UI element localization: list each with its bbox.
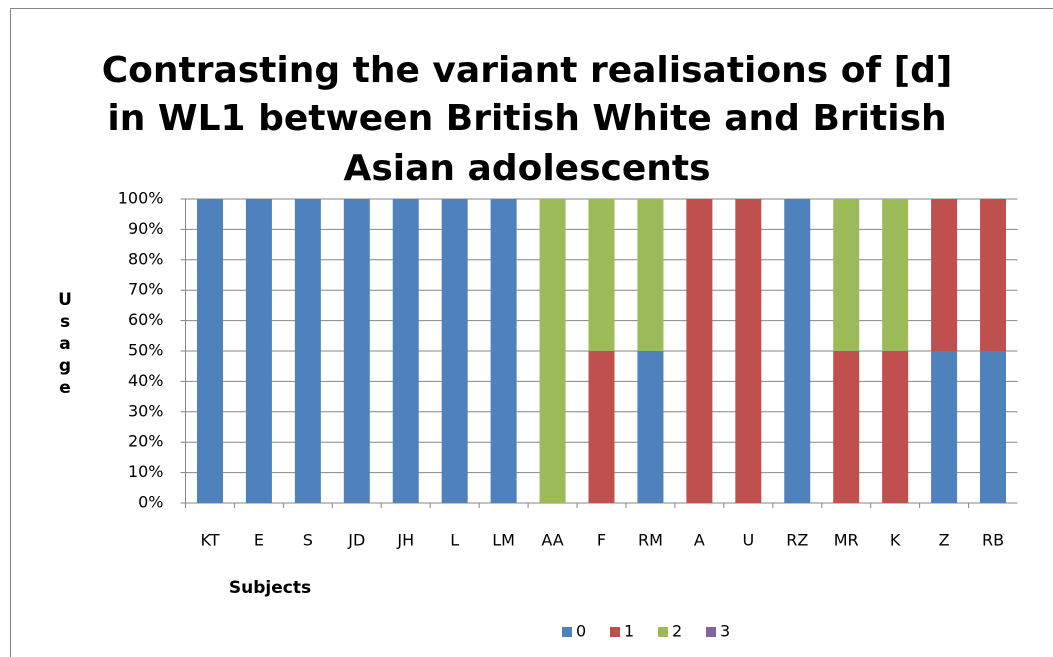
legend-label: 1 xyxy=(624,622,634,641)
legend-swatch xyxy=(562,627,572,637)
x-tick-label: JD xyxy=(347,531,365,550)
y-axis-label: Usage xyxy=(55,290,75,400)
x-tick-label: U xyxy=(742,531,754,550)
bar-segment xyxy=(588,351,615,503)
y-tick-label: 70% xyxy=(128,280,164,299)
legend-label: 2 xyxy=(672,622,682,641)
bar-segment xyxy=(196,199,223,503)
bar-segment xyxy=(833,351,860,503)
bar-segment xyxy=(686,199,713,503)
y-tick-label: 60% xyxy=(128,310,164,329)
legend-swatch xyxy=(706,627,716,637)
bar-segment xyxy=(980,351,1007,503)
x-tick-label: A xyxy=(694,531,705,550)
bar-segment xyxy=(784,199,811,503)
bar-segment xyxy=(392,199,419,503)
legend-label: 0 xyxy=(576,622,586,641)
bar-segment xyxy=(735,199,762,503)
bar-segment xyxy=(539,199,566,503)
x-tick-label: K xyxy=(890,531,901,550)
x-tick-label: RZ xyxy=(786,531,808,550)
x-tick-label: S xyxy=(303,531,313,550)
bar-segment xyxy=(980,199,1007,351)
bar-segment xyxy=(294,199,321,503)
x-tick-label: LM xyxy=(492,531,515,550)
x-tick-label: F xyxy=(597,531,606,550)
bar-segment xyxy=(931,351,958,503)
y-tick-label: 100% xyxy=(118,189,164,208)
x-axis-label: Subjects xyxy=(229,578,311,598)
bar-segment xyxy=(637,351,664,503)
bar-segment xyxy=(882,351,909,503)
x-tick-label: L xyxy=(450,531,459,550)
y-tick-label: 80% xyxy=(128,249,164,268)
bar-segment xyxy=(588,199,615,351)
x-tick-label: JH xyxy=(396,531,414,550)
chart-border xyxy=(10,8,1053,657)
x-tick-label: E xyxy=(254,531,264,550)
y-tick-label: 30% xyxy=(128,401,164,420)
bar-segment xyxy=(343,199,370,503)
bar-segment xyxy=(882,199,909,351)
x-tick-label: Z xyxy=(939,531,950,550)
y-tick-label: 10% xyxy=(128,462,164,481)
bar-segment xyxy=(245,199,272,503)
y-tick-label: 90% xyxy=(128,219,164,238)
bar-segment xyxy=(931,199,958,351)
legend-swatch xyxy=(658,627,668,637)
y-tick-label: 0% xyxy=(138,493,163,512)
y-tick-label: 20% xyxy=(128,432,164,451)
bar-segment xyxy=(490,199,517,503)
x-tick-label: RB xyxy=(982,531,1004,550)
legend-label: 3 xyxy=(720,622,730,641)
chart-title: Asian adolescents xyxy=(343,148,710,189)
x-tick-label: KT xyxy=(200,531,219,550)
bar-segment xyxy=(833,199,860,351)
legend-swatch xyxy=(610,627,620,637)
x-tick-label: RM xyxy=(638,531,663,550)
chart-title: Contrasting the variant realisations of … xyxy=(102,50,953,91)
bar-segment xyxy=(441,199,468,503)
bar-segment xyxy=(637,199,664,351)
chart-title: in WL1 between British White and British xyxy=(107,98,946,139)
y-tick-label: 50% xyxy=(128,341,164,360)
x-tick-label: AA xyxy=(541,531,563,550)
x-tick-label: MR xyxy=(834,531,859,550)
y-tick-label: 40% xyxy=(128,371,164,390)
